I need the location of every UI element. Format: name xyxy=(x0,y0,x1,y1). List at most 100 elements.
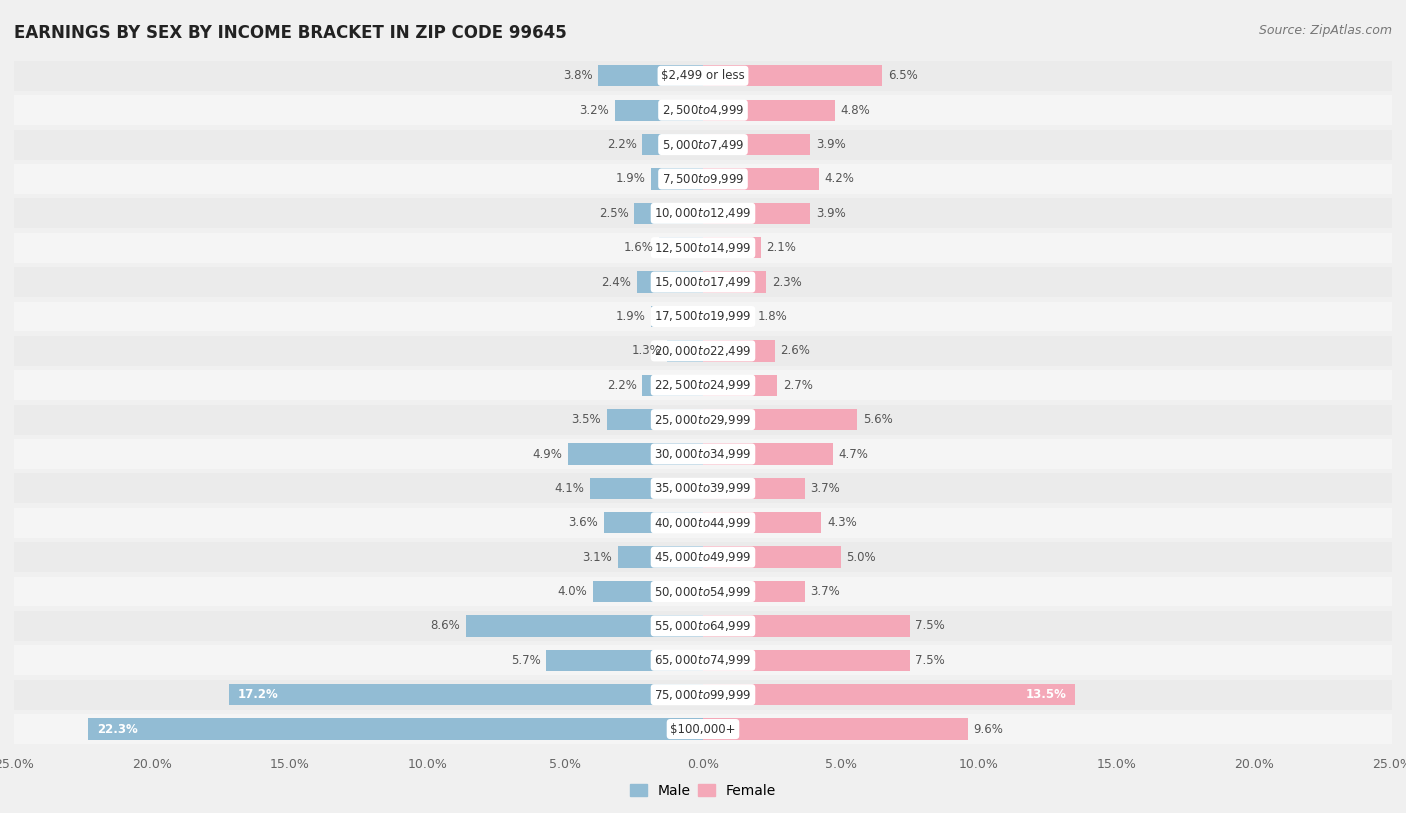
Text: 2.4%: 2.4% xyxy=(602,276,631,289)
Text: $12,500 to $14,999: $12,500 to $14,999 xyxy=(654,241,752,254)
Bar xyxy=(614,99,703,121)
Text: $7,500 to $9,999: $7,500 to $9,999 xyxy=(662,172,744,186)
Text: 3.7%: 3.7% xyxy=(810,585,841,598)
Bar xyxy=(643,375,703,396)
Text: 3.1%: 3.1% xyxy=(582,550,612,563)
Bar xyxy=(14,405,1392,435)
Text: 22.3%: 22.3% xyxy=(97,723,138,736)
Text: $25,000 to $29,999: $25,000 to $29,999 xyxy=(654,413,752,427)
Bar xyxy=(617,546,703,567)
Text: $15,000 to $17,499: $15,000 to $17,499 xyxy=(654,275,752,289)
Text: $22,500 to $24,999: $22,500 to $24,999 xyxy=(654,378,752,392)
Text: 2.3%: 2.3% xyxy=(772,276,801,289)
Bar xyxy=(703,443,832,465)
Bar xyxy=(14,302,1392,332)
Bar xyxy=(14,576,1392,606)
Text: 3.6%: 3.6% xyxy=(568,516,599,529)
Text: Source: ZipAtlas.com: Source: ZipAtlas.com xyxy=(1258,24,1392,37)
Bar xyxy=(703,546,841,567)
Text: $2,500 to $4,999: $2,500 to $4,999 xyxy=(662,103,744,117)
Bar xyxy=(703,512,821,533)
Legend: Male, Female: Male, Female xyxy=(624,778,782,803)
Bar xyxy=(703,237,761,259)
Text: $100,000+: $100,000+ xyxy=(671,723,735,736)
Text: 2.5%: 2.5% xyxy=(599,207,628,220)
Bar xyxy=(14,267,1392,297)
Bar xyxy=(606,409,703,430)
Bar xyxy=(14,439,1392,469)
Bar xyxy=(591,478,703,499)
Bar xyxy=(229,684,703,706)
Text: 6.5%: 6.5% xyxy=(887,69,917,82)
Bar xyxy=(643,134,703,155)
Text: $10,000 to $12,499: $10,000 to $12,499 xyxy=(654,207,752,220)
Bar xyxy=(465,615,703,637)
Text: 17.2%: 17.2% xyxy=(238,688,278,701)
Text: $2,499 or less: $2,499 or less xyxy=(661,69,745,82)
Text: 3.5%: 3.5% xyxy=(571,413,600,426)
Bar xyxy=(14,233,1392,263)
Bar xyxy=(14,336,1392,366)
Bar xyxy=(546,650,703,671)
Text: 2.1%: 2.1% xyxy=(766,241,796,254)
Text: 8.6%: 8.6% xyxy=(430,620,461,633)
Text: $20,000 to $22,499: $20,000 to $22,499 xyxy=(654,344,752,358)
Text: 4.1%: 4.1% xyxy=(554,482,585,495)
Text: 9.6%: 9.6% xyxy=(973,723,1002,736)
Text: 4.9%: 4.9% xyxy=(533,447,562,460)
Text: $35,000 to $39,999: $35,000 to $39,999 xyxy=(654,481,752,495)
Bar xyxy=(14,714,1392,744)
Text: $40,000 to $44,999: $40,000 to $44,999 xyxy=(654,515,752,530)
Bar xyxy=(703,580,806,602)
Bar xyxy=(703,272,766,293)
Bar xyxy=(14,542,1392,572)
Bar xyxy=(14,198,1392,228)
Bar xyxy=(14,61,1392,91)
Text: 2.2%: 2.2% xyxy=(607,138,637,151)
Bar xyxy=(703,409,858,430)
Bar xyxy=(14,164,1392,194)
Text: 13.5%: 13.5% xyxy=(1026,688,1067,701)
Text: 3.2%: 3.2% xyxy=(579,104,609,117)
Text: $50,000 to $54,999: $50,000 to $54,999 xyxy=(654,585,752,598)
Text: 1.8%: 1.8% xyxy=(758,310,787,323)
Bar xyxy=(634,202,703,224)
Text: 2.6%: 2.6% xyxy=(780,345,810,358)
Bar xyxy=(703,306,752,327)
Bar xyxy=(703,478,806,499)
Bar xyxy=(14,95,1392,125)
Bar xyxy=(603,512,703,533)
Text: 7.5%: 7.5% xyxy=(915,620,945,633)
Text: $30,000 to $34,999: $30,000 to $34,999 xyxy=(654,447,752,461)
Bar xyxy=(703,168,818,189)
Text: 2.2%: 2.2% xyxy=(607,379,637,392)
Bar xyxy=(703,340,775,362)
Bar xyxy=(568,443,703,465)
Text: 4.0%: 4.0% xyxy=(558,585,588,598)
Text: 7.5%: 7.5% xyxy=(915,654,945,667)
Text: $75,000 to $99,999: $75,000 to $99,999 xyxy=(654,688,752,702)
Text: 3.7%: 3.7% xyxy=(810,482,841,495)
Bar xyxy=(599,65,703,86)
Bar xyxy=(703,99,835,121)
Bar xyxy=(651,306,703,327)
Text: 4.7%: 4.7% xyxy=(838,447,868,460)
Text: 5.6%: 5.6% xyxy=(863,413,893,426)
Bar xyxy=(89,719,703,740)
Bar xyxy=(659,237,703,259)
Bar xyxy=(703,684,1076,706)
Text: 1.3%: 1.3% xyxy=(631,345,662,358)
Bar xyxy=(703,615,910,637)
Bar xyxy=(703,65,882,86)
Text: $55,000 to $64,999: $55,000 to $64,999 xyxy=(654,619,752,633)
Text: 1.6%: 1.6% xyxy=(623,241,654,254)
Text: 3.9%: 3.9% xyxy=(815,207,846,220)
Bar xyxy=(593,580,703,602)
Bar xyxy=(637,272,703,293)
Text: 1.9%: 1.9% xyxy=(616,172,645,185)
Text: 5.0%: 5.0% xyxy=(846,550,876,563)
Bar xyxy=(14,473,1392,503)
Text: 4.2%: 4.2% xyxy=(824,172,853,185)
Text: 1.9%: 1.9% xyxy=(616,310,645,323)
Bar xyxy=(14,370,1392,400)
